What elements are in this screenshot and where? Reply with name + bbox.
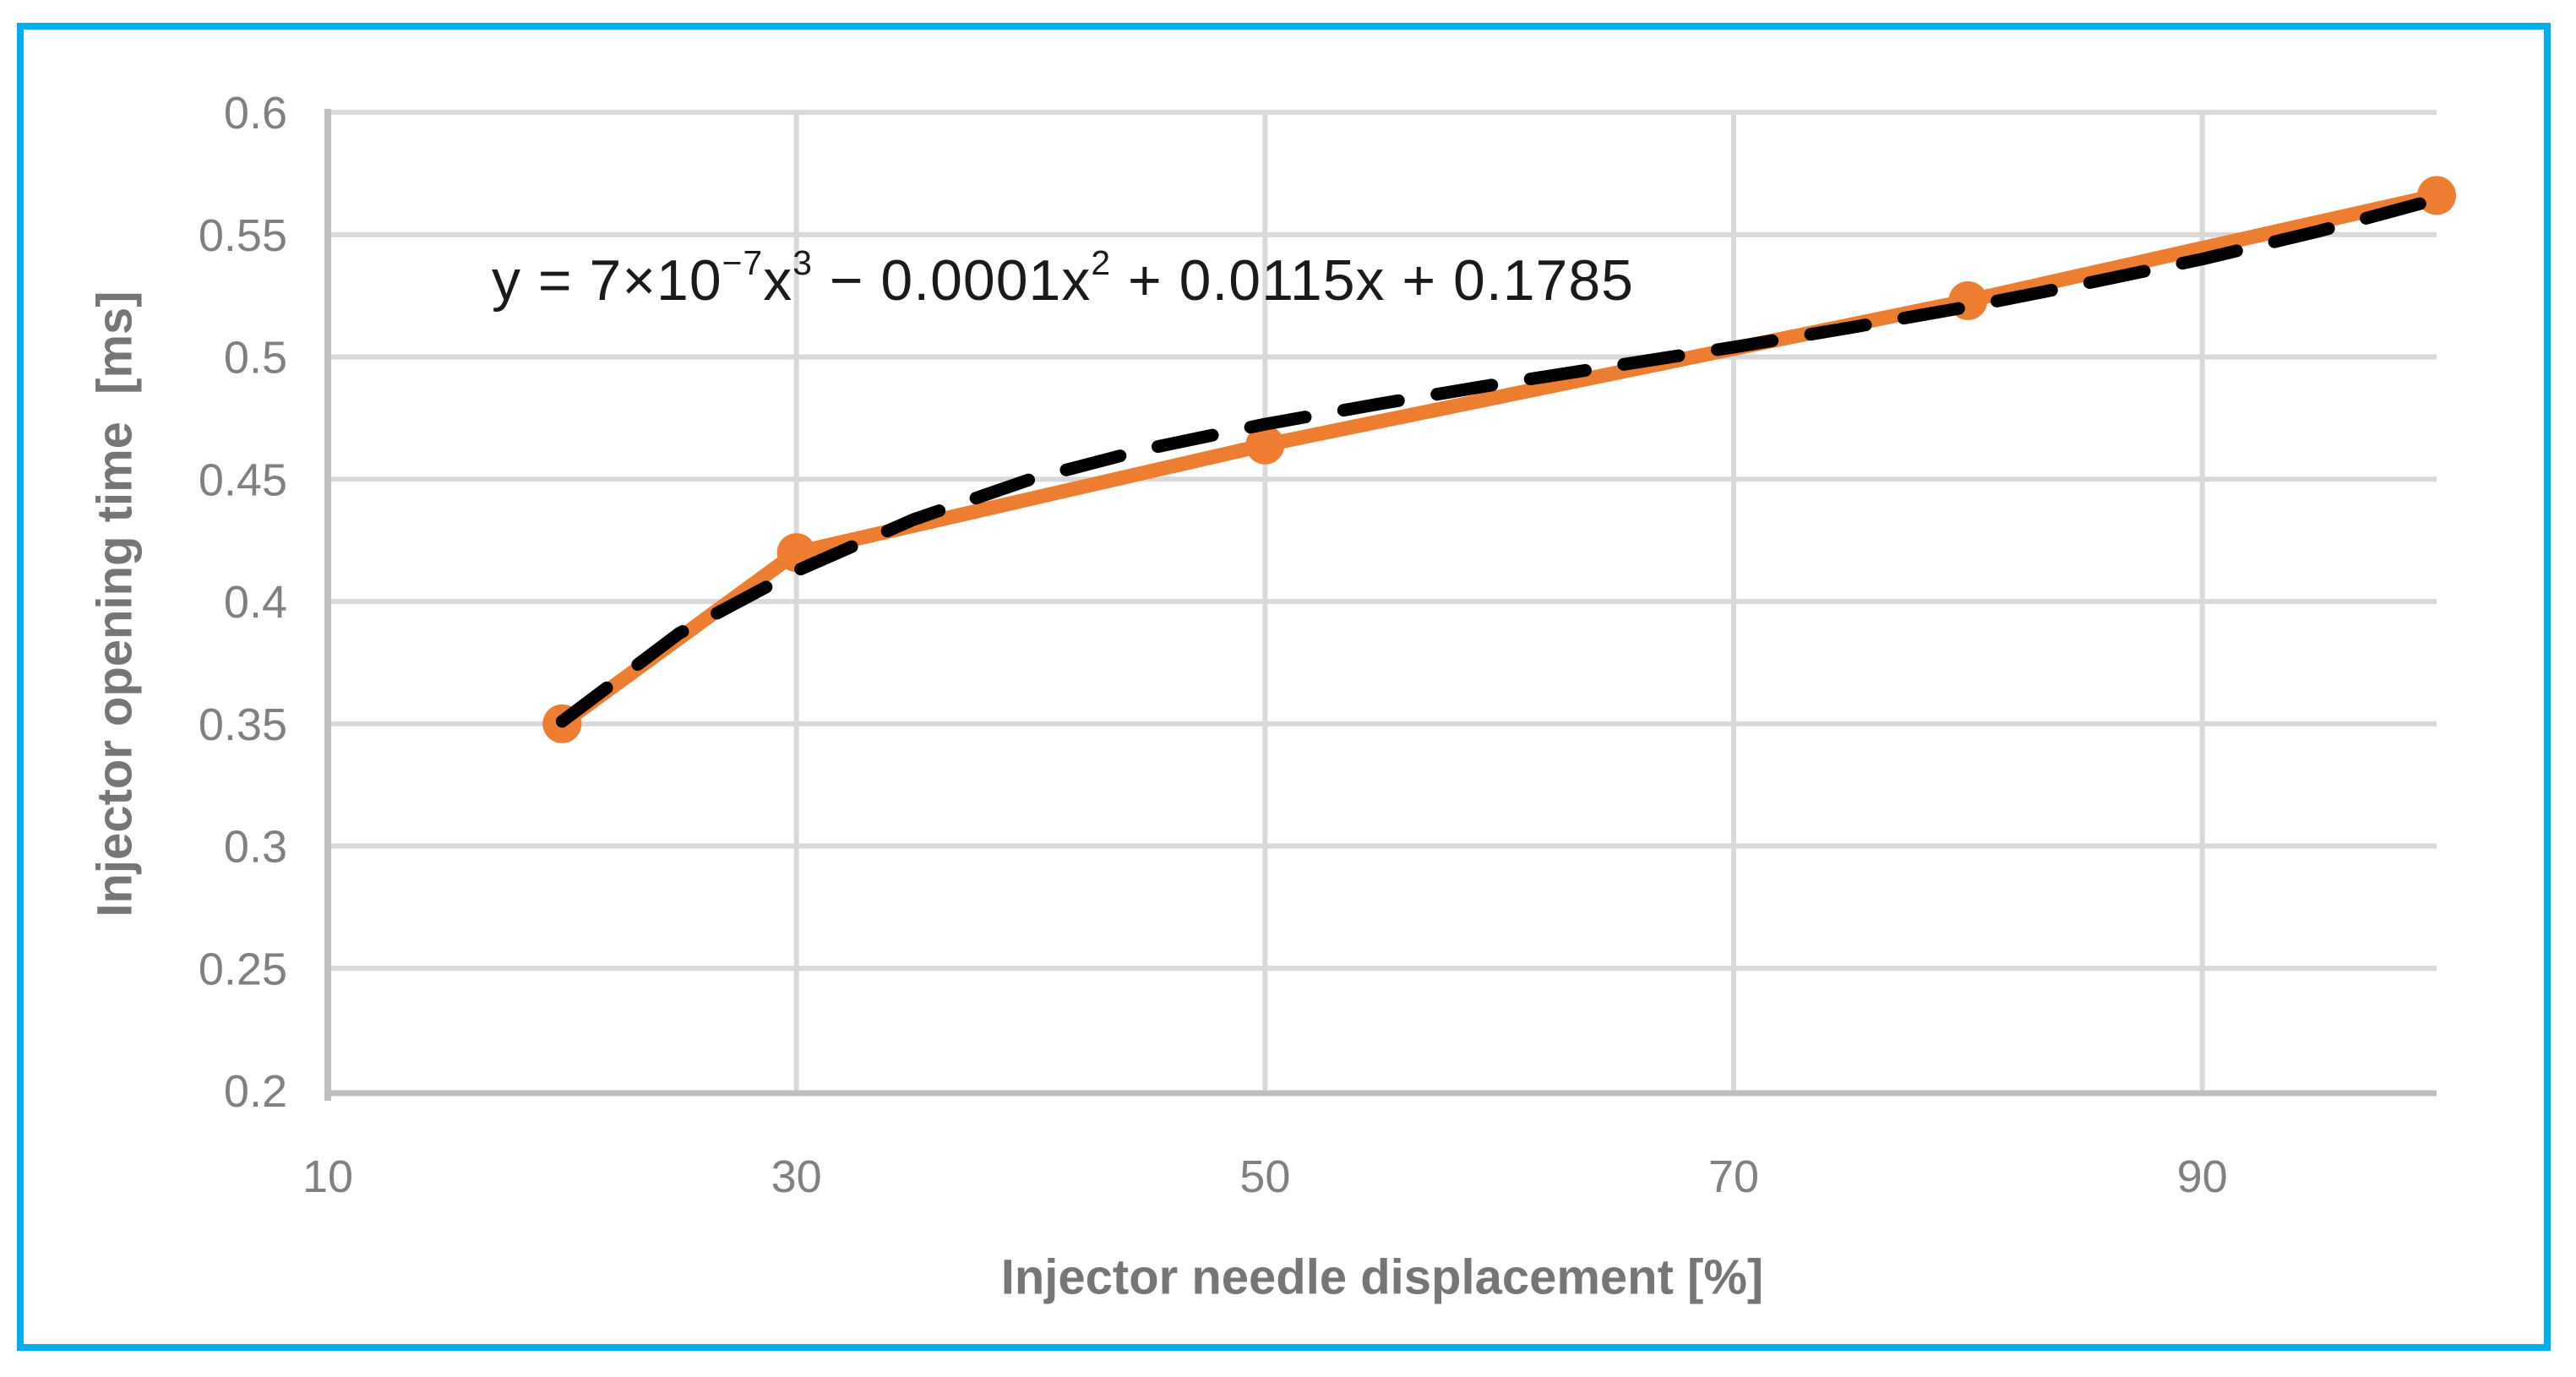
x-tick-label: 30 — [771, 1151, 822, 1202]
trendline-equation: y = 7×10−7x3 − 0.0001x2 + 0.0115x + 0.17… — [492, 243, 1634, 313]
data-point-marker — [1245, 425, 1285, 465]
equation-exponent: 3 — [792, 243, 813, 283]
y-tick-label: 0.25 — [199, 944, 287, 994]
data-point-marker — [2417, 176, 2456, 215]
x-tick-label: 50 — [1239, 1151, 1290, 1202]
y-axis-title: Injector opening time [ms] — [87, 291, 143, 917]
y-tick-label: 0.6 — [224, 88, 287, 139]
x-tick-label: 70 — [1708, 1151, 1759, 1202]
y-tick-label: 0.3 — [224, 822, 287, 873]
equation-exponent: 2 — [1091, 243, 1112, 283]
y-tick-label: 0.4 — [224, 577, 287, 628]
y-tick-label: 0.55 — [199, 210, 287, 261]
equation-segment: x — [763, 248, 793, 313]
trendline-dashed — [555, 193, 2443, 728]
figure-border — [17, 23, 2551, 1351]
y-tick-label: 0.45 — [199, 454, 287, 505]
equation-segment: + 0.0115x + 0.1785 — [1111, 248, 1634, 313]
equation-exponent: −7 — [722, 243, 764, 283]
equation-segment: y = 7×10 — [492, 248, 722, 313]
y-tick-label: 0.35 — [199, 699, 287, 750]
y-tick-label: 0.2 — [224, 1066, 287, 1117]
x-tick-label: 10 — [302, 1151, 353, 1202]
x-axis-title: Injector needle displacement [%] — [1000, 1249, 1764, 1305]
equation-segment: − 0.0001x — [812, 248, 1092, 313]
x-tick-label: 90 — [2177, 1151, 2228, 1202]
y-tick-label: 0.5 — [224, 333, 287, 384]
